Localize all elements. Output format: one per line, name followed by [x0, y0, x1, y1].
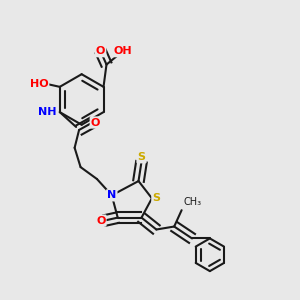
Text: OH: OH: [113, 46, 132, 56]
Text: O: O: [96, 46, 105, 56]
Text: S: S: [137, 152, 146, 162]
Text: O: O: [91, 118, 100, 128]
Text: CH₃: CH₃: [183, 197, 201, 207]
Text: O: O: [96, 216, 106, 226]
Text: N: N: [107, 190, 116, 200]
Text: NH: NH: [38, 107, 56, 117]
Text: HO: HO: [30, 79, 48, 89]
Text: S: S: [152, 193, 160, 203]
